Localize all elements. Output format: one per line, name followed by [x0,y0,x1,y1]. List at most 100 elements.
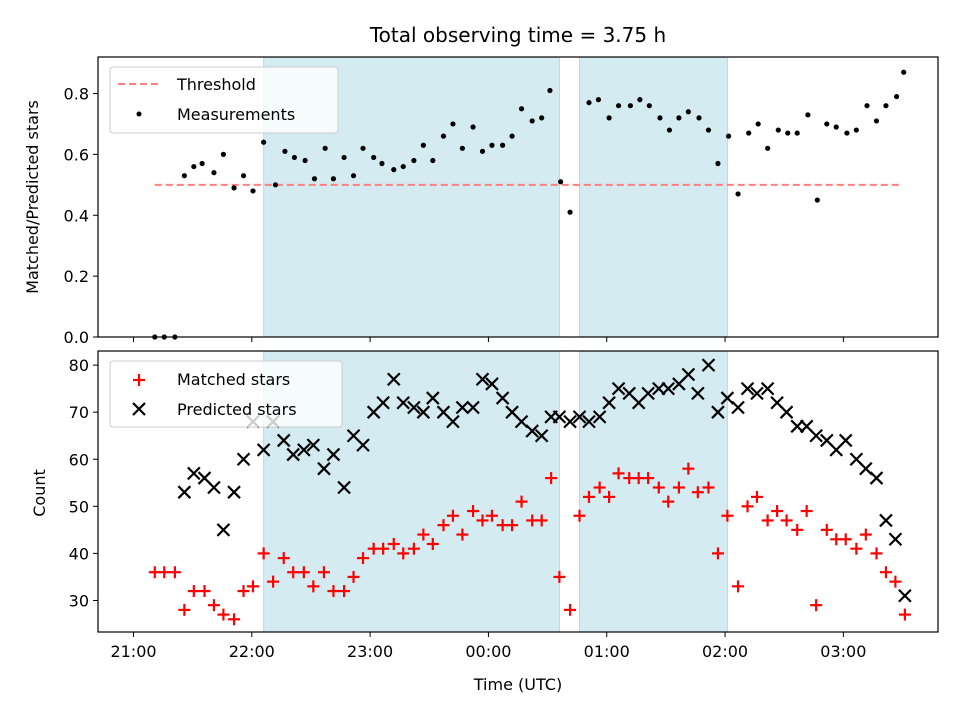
measurement-point [430,157,436,164]
measurement-point [350,173,357,179]
matched-star-point [207,599,220,612]
matched-star-point [850,542,863,555]
matched-star-point [178,603,191,616]
matched-star-point [417,528,430,541]
predicted-star-point [552,410,567,424]
predicted-star-point [337,480,351,495]
predicted-star-point [720,391,735,405]
predicted-star-point [869,471,884,485]
predicted-star-point [760,381,775,396]
predicted-star-point [485,377,499,391]
measurement-point [199,160,205,167]
measurement-point [547,87,553,94]
legend-predicted-swatch [132,402,146,416]
measurement-point [211,170,217,176]
predicted-star-point [898,588,912,603]
legend-predicted-label: Predicted stars [177,400,297,419]
predicted-star-point [838,433,853,448]
predicted-star-point [306,438,321,452]
measurement-point [735,191,741,197]
measurement-point [440,133,447,139]
predicted-star-point [691,386,705,401]
measurement-point [646,103,652,109]
panel-count: 30 40 50 60 70 80 21:00 22:00 23:00 00:00 01:00 02… [30,350,939,694]
legend-top: Threshold Measurements [109,66,339,134]
measurement-point [311,176,318,182]
predicted-star-point [641,386,655,401]
matched-star-point [732,580,745,593]
predicted-star-point [455,400,470,415]
matched-star-point [387,537,400,550]
measurement-point [893,93,900,100]
matched-star-point [217,608,230,621]
matched-star-point [682,462,695,475]
matched-star-point [553,570,566,583]
predicted-star-point [416,405,431,419]
matched-star-point [168,566,181,579]
matched-star-point [426,537,439,550]
measurement-point [302,157,308,164]
matched-star-point [791,523,804,536]
measurement-point [883,103,889,109]
measurement-point [794,130,800,136]
measurement-point [220,151,227,157]
measurement-point [529,118,535,124]
measurement-point [250,188,256,194]
matched-star-point [810,599,823,612]
predicted-star-point [495,391,510,405]
predicted-star-point [276,433,291,448]
measurement-point [873,118,880,124]
measurement-point [450,121,456,127]
measurement-point [518,106,525,112]
measurement-point [360,145,366,151]
predicted-star-point [297,443,311,457]
observing-window [579,56,728,338]
measurement-point [765,145,771,151]
matched-star-point [702,481,715,494]
x-tick-label: 00:00 [465,642,511,661]
predicted-star-point [396,395,411,410]
predicted-star-point [386,372,401,387]
predicted-star-point [207,480,221,495]
matched-star-point [741,500,754,513]
predicted-star-point [750,386,764,401]
legend-threshold-label: Threshold [176,75,256,94]
measurement-point [420,142,426,148]
y-ticks-bottom: 30 40 50 60 70 80 [69,356,98,610]
matched-star-point [158,566,171,579]
measurement-point [814,197,820,203]
predicted-star-point [256,443,271,457]
matched-star-point [642,472,655,485]
predicted-star-point [514,414,529,429]
legend-box-bottom [109,360,343,428]
predicted-star-point [376,395,390,410]
matched-star-point [612,467,625,480]
matched-star-point [506,519,519,532]
matched-star-point [407,542,420,555]
matched-star-point [246,580,259,593]
matched-star-point [820,523,833,536]
measurement-point [282,148,288,154]
measurement-point [853,127,859,133]
x-tick-label: 23:00 [347,642,393,661]
measurement-point [775,127,781,133]
matched-star-point [467,505,480,518]
predicted-star-point [187,466,201,481]
matched-star-point [287,566,300,579]
matched-star-point [870,547,883,560]
matched-star-point [446,509,459,522]
measurement-point [824,121,830,127]
matched-star-point [187,585,200,598]
predicted-star-point [711,405,725,419]
matched-star-point [437,519,450,532]
predicted-star-point [731,400,745,415]
predicted-star-point [701,358,716,372]
predicted-star-point [602,395,616,410]
measurement-point [341,154,347,161]
measurement-point [191,163,197,170]
measurement-point [666,127,673,133]
matched-star-point [879,566,892,579]
x-ticks-top [132,337,844,342]
matched-star-point [582,490,595,503]
measurement-point [805,112,811,118]
